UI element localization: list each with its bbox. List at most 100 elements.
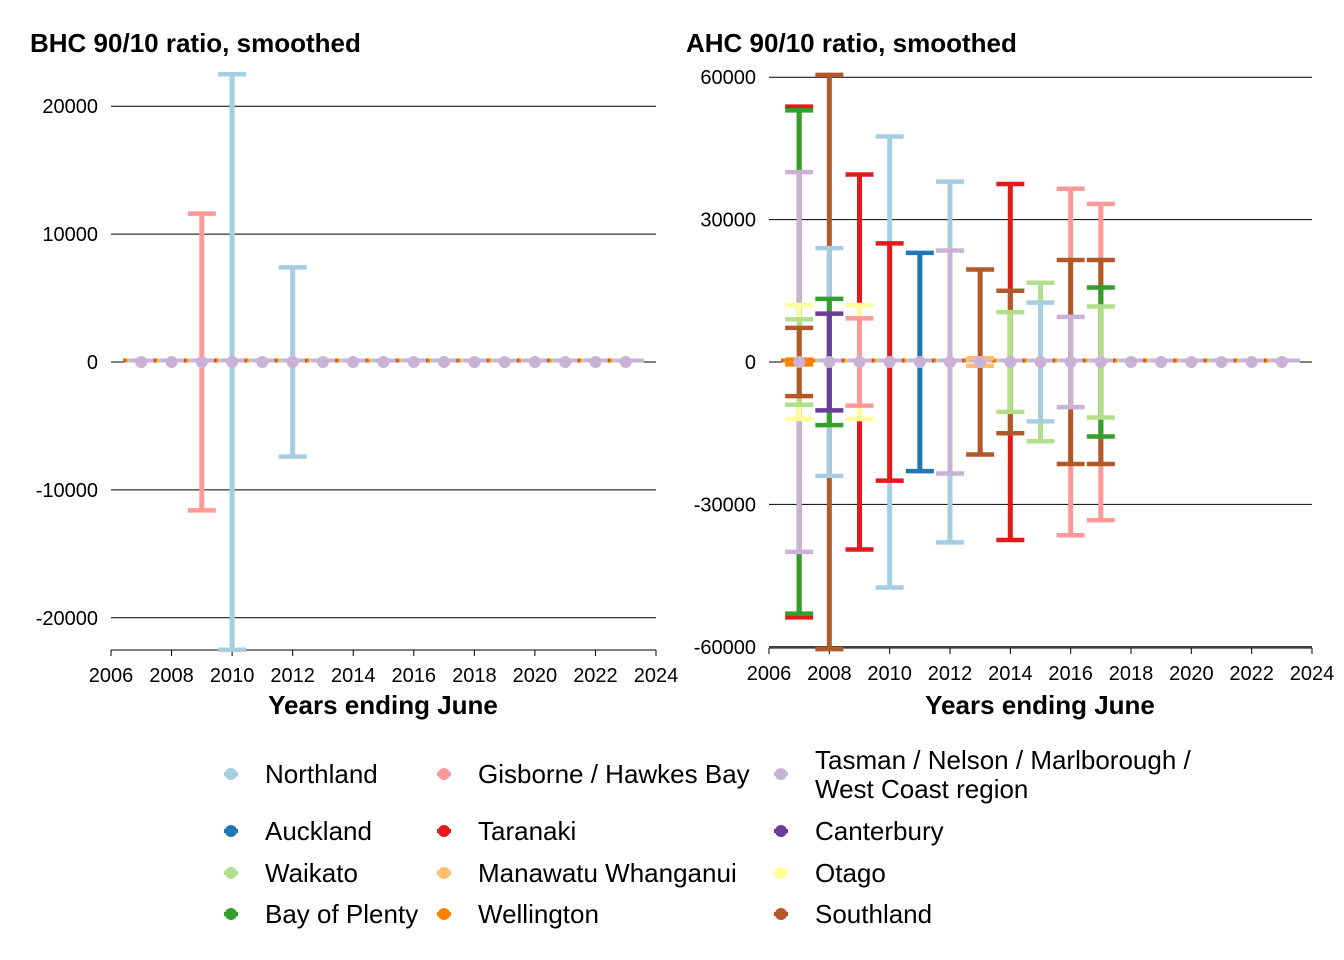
- legend-key-marker: [225, 825, 237, 837]
- bhc-x-tick-label: 2018: [452, 665, 497, 687]
- ahc-x-tick-label: 2006: [747, 663, 792, 685]
- ahc-x-tick-label: 2012: [928, 663, 973, 685]
- ahc-data-point: [853, 356, 866, 368]
- ahc-data-point: [1245, 356, 1258, 368]
- legend-label: Auckland: [265, 816, 372, 846]
- legend-label: Southland: [815, 899, 932, 929]
- ahc-data-point: [974, 356, 987, 368]
- bhc-data-point: [407, 356, 420, 368]
- bhc-data-point: [438, 356, 451, 368]
- bhc-panel: BHC 90/10 ratio, smoothed Years ending J…: [30, 28, 678, 720]
- ahc-x-tick-label: 2020: [1169, 663, 1214, 685]
- ahc-x-tick-label: 2014: [988, 663, 1033, 685]
- ahc-data-point: [1004, 356, 1017, 368]
- bhc-x-tick-label: 2024: [634, 665, 679, 687]
- legend-key-marker: [775, 908, 787, 920]
- ahc-x-tick-label: 2010: [867, 663, 912, 685]
- ahc-x-axis-title: Years ending June: [925, 690, 1155, 720]
- legend-key-marker: [225, 867, 237, 879]
- legend-key-marker: [438, 768, 450, 780]
- bhc-data-point: [347, 356, 360, 368]
- legend-label: Taranaki: [478, 816, 576, 846]
- legend-item: Wellington: [437, 899, 599, 929]
- ahc-data-point: [1275, 356, 1288, 368]
- legend-label: West Coast region: [815, 774, 1028, 804]
- bhc-x-tick-label: 2016: [392, 665, 437, 687]
- ahc-data-point: [1215, 356, 1228, 368]
- legend-item: Otago: [774, 858, 886, 888]
- ahc-data-point: [913, 356, 926, 368]
- ahc-data-point: [1094, 356, 1107, 368]
- bhc-x-tick-label: 2020: [513, 665, 558, 687]
- ahc-y-tick-label: -60000: [694, 637, 756, 659]
- bhc-data-point: [498, 356, 511, 368]
- legend-item: Waikato: [224, 858, 358, 888]
- legend-item: Auckland: [224, 816, 372, 846]
- bhc-data-point: [195, 356, 208, 368]
- bhc-data-point: [135, 356, 148, 368]
- legend-key-marker: [438, 825, 450, 837]
- bhc-y-tick-label: 0: [87, 352, 98, 374]
- bhc-data-point: [589, 356, 602, 368]
- bhc-x-axis-title: Years ending June: [268, 690, 498, 720]
- bhc-y-tick-label: 10000: [42, 224, 98, 246]
- bhc-points: [135, 356, 632, 368]
- legend-label: Waikato: [265, 858, 358, 888]
- legend-item: Tasman / Nelson / Marlborough /West Coas…: [774, 745, 1192, 804]
- ahc-data-point: [793, 356, 806, 368]
- legend-item: Northland: [224, 759, 378, 789]
- legend-key-marker: [775, 768, 787, 780]
- legend-key-marker: [438, 867, 450, 879]
- legend-item: Canterbury: [774, 816, 944, 846]
- bhc-data-point: [286, 356, 299, 368]
- legend-label: Tasman / Nelson / Marlborough /: [815, 745, 1192, 775]
- bhc-y-tick-label: -10000: [36, 480, 98, 502]
- legend-label: Otago: [815, 858, 886, 888]
- bhc-data-point: [226, 356, 239, 368]
- bhc-y-tick-label: -20000: [36, 608, 98, 630]
- bhc-chart-title: BHC 90/10 ratio, smoothed: [30, 28, 361, 58]
- legend-label: Manawatu Whanganui: [478, 858, 737, 888]
- legend-item: Bay of Plenty: [224, 899, 418, 929]
- legend-key-marker: [438, 908, 450, 920]
- bhc-data-point: [528, 356, 541, 368]
- ahc-data-point: [883, 356, 896, 368]
- legend-key-marker: [225, 768, 237, 780]
- legend: Northland Auckland Waikato Bay of Plenty Gis…: [224, 745, 1192, 929]
- bhc-data-point: [316, 356, 329, 368]
- bhc-data-point: [619, 356, 632, 368]
- bhc-x-tick-label: 2006: [89, 665, 134, 687]
- ahc-y-tick-label: 0: [745, 352, 756, 374]
- legend-item: Gisborne / Hawkes Bay: [437, 759, 750, 789]
- legend-item: Manawatu Whanganui: [437, 858, 737, 888]
- ahc-data-point: [944, 356, 956, 368]
- legend-label: Wellington: [478, 899, 599, 929]
- bhc-y-tick-label: 20000: [42, 96, 98, 118]
- bhc-data-point: [468, 356, 481, 368]
- ahc-y-tick-label: -30000: [694, 494, 756, 516]
- legend-key-marker: [775, 867, 787, 879]
- ahc-x-tick-label: 2016: [1048, 663, 1093, 685]
- legend-item: Southland: [774, 899, 932, 929]
- legend-key-marker: [775, 825, 787, 837]
- ahc-x-tick-label: 2008: [807, 663, 852, 685]
- ahc-data-point: [1125, 356, 1137, 368]
- bhc-data-point: [559, 356, 572, 368]
- ahc-chart-title: AHC 90/10 ratio, smoothed: [686, 28, 1017, 58]
- legend-label: Gisborne / Hawkes Bay: [478, 759, 750, 789]
- ahc-data-point: [1064, 356, 1077, 368]
- ahc-x-tick-label: 2022: [1229, 663, 1274, 685]
- ahc-data-point: [1185, 356, 1198, 368]
- bhc-x-tick-label: 2008: [149, 665, 194, 687]
- ahc-y-tick-label: 60000: [700, 67, 756, 89]
- ahc-data-point: [823, 356, 836, 368]
- bhc-data-point: [256, 356, 269, 368]
- ahc-data-point: [1155, 356, 1168, 368]
- bhc-data-point: [377, 356, 390, 368]
- bhc-x-tick-label: 2014: [331, 665, 376, 687]
- bhc-x-tick-label: 2022: [573, 665, 618, 687]
- ahc-y-tick-label: 30000: [700, 210, 756, 232]
- bhc-x-tick-label: 2012: [270, 665, 315, 687]
- legend-label: Bay of Plenty: [265, 899, 418, 929]
